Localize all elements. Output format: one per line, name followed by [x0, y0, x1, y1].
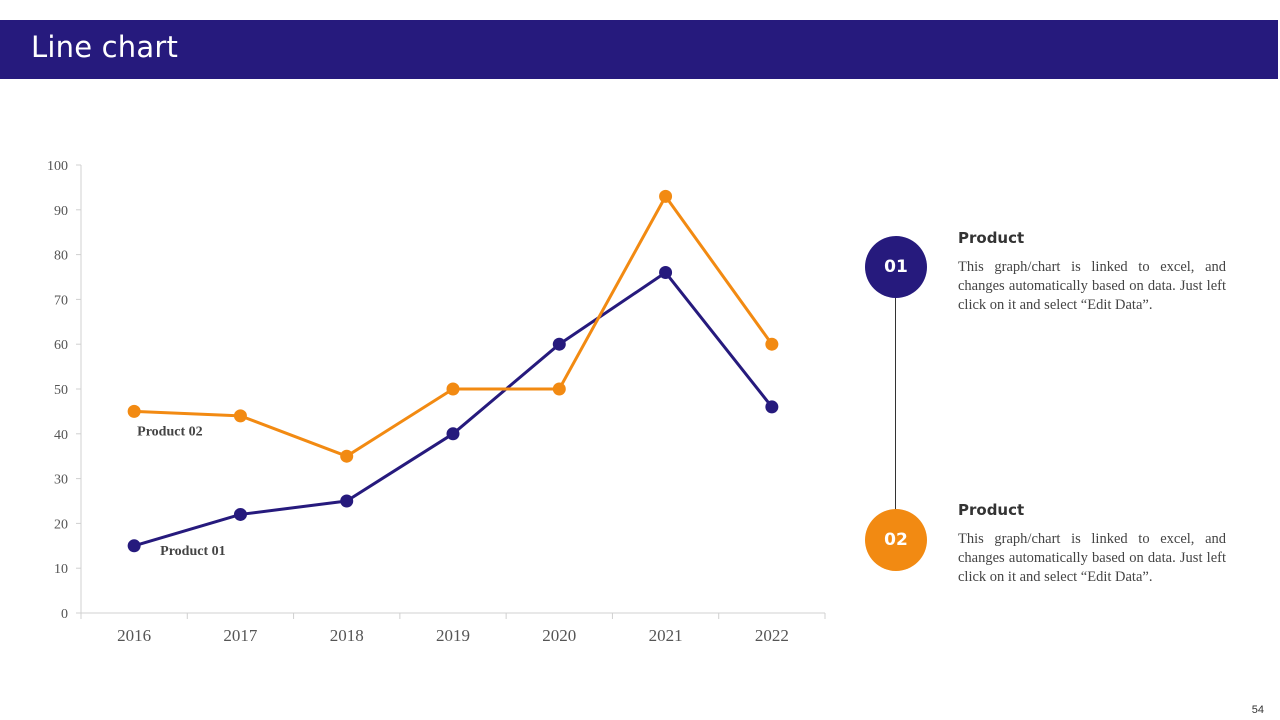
legend-item-description: This graph/chart is linked to excel, and… [958, 259, 1226, 313]
x-tick-label: 2018 [330, 626, 364, 645]
y-tick-label: 90 [54, 204, 68, 219]
data-point [233, 507, 247, 521]
data-point [446, 382, 460, 396]
series-line [134, 194, 774, 458]
series-line [133, 271, 774, 548]
x-tick-label: 2021 [649, 626, 683, 645]
data-point [446, 427, 460, 441]
slide-title: Line chart [31, 30, 179, 64]
legend-badge-02: 02 [865, 509, 927, 571]
x-tick-label: 2019 [436, 626, 470, 645]
data-point [340, 494, 354, 508]
legend-item-title: Product [958, 501, 1025, 519]
timeline-connector [895, 290, 896, 520]
data-point [127, 404, 141, 418]
y-tick-label: 80 [54, 249, 68, 264]
data-point [552, 382, 566, 396]
y-tick-label: 30 [54, 473, 68, 488]
y-tick-label: 20 [54, 517, 68, 532]
legend-badge-01: 01 [865, 236, 927, 298]
y-tick-label: 0 [61, 607, 68, 622]
x-tick-label: 2020 [542, 626, 576, 645]
data-point [765, 337, 779, 351]
data-point [340, 449, 354, 463]
legend-badge-number: 02 [884, 530, 908, 550]
page-number: 54 [1251, 704, 1264, 716]
y-tick-label: 100 [47, 159, 68, 174]
series-label: Product 02 [137, 424, 202, 439]
title-bar: Line chart [0, 20, 1278, 79]
data-point [659, 189, 673, 203]
legend-badge-number: 01 [884, 257, 908, 277]
legend-item-title: Product [958, 229, 1025, 247]
data-point [552, 337, 566, 351]
data-point [659, 266, 673, 280]
y-tick-label: 70 [54, 293, 68, 308]
y-tick-label: 10 [54, 562, 68, 577]
x-tick-label: 2022 [755, 626, 789, 645]
data-point [765, 400, 779, 414]
y-tick-label: 50 [54, 383, 68, 398]
data-point [233, 409, 247, 423]
series-label: Product 01 [160, 544, 225, 559]
y-tick-label: 40 [54, 428, 68, 443]
x-tick-label: 2017 [223, 626, 258, 645]
y-tick-label: 60 [54, 338, 68, 353]
legend-item-description: This graph/chart is linked to excel, and… [958, 531, 1226, 585]
line-chart: 0 10 20 30 40 50 60 70 80 90 100 2016 2017 2018 2019 20… [47, 159, 826, 645]
data-point [127, 539, 141, 553]
x-tick-label: 2016 [117, 626, 151, 645]
